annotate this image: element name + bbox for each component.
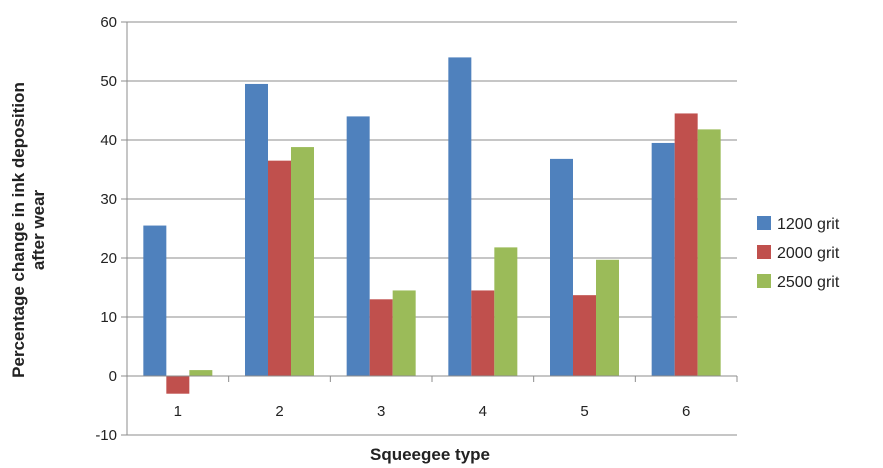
y-tick-label: 50: [100, 73, 117, 90]
y-tick-label: 20: [100, 250, 117, 267]
legend-label: 2500 grit: [777, 274, 840, 291]
x-tick-label: 6: [682, 403, 690, 420]
bar-1200-grit-type-3: [347, 116, 370, 376]
bar-2000-grit-type-5: [573, 295, 596, 376]
bar-1200-grit-type-5: [550, 159, 573, 376]
y-tick-label: 60: [100, 14, 117, 31]
y-tick-label: -10: [95, 427, 117, 444]
bar-2500-grit-type-5: [596, 260, 619, 376]
legend-swatch: [757, 274, 771, 288]
bar-2000-grit-type-4: [471, 290, 494, 376]
bar-2500-grit-type-6: [698, 129, 721, 376]
bar-2500-grit-type-4: [494, 247, 517, 376]
y-axis-title-line-1: Percentage change in ink deposition: [9, 82, 28, 378]
bars: [143, 57, 720, 393]
legend-label: 2000 grit: [777, 245, 840, 262]
bar-1200-grit-type-4: [448, 57, 471, 376]
bar-2000-grit-type-2: [268, 161, 291, 376]
legend-swatch: [757, 245, 771, 259]
bar-2000-grit-type-6: [675, 113, 698, 376]
x-tick-label: 4: [479, 403, 487, 420]
bar-1200-grit-type-6: [652, 143, 675, 376]
legend-label: 1200 grit: [777, 216, 840, 233]
y-tick-label: 30: [100, 191, 117, 208]
bar-2000-grit-type-3: [370, 299, 393, 376]
y-tick-label: 0: [109, 368, 117, 385]
x-tick-labels: 1 2 3 4 5 6: [174, 403, 691, 420]
y-tick-label: 10: [100, 309, 117, 326]
y-axis-title-line-2: after wear: [29, 189, 48, 270]
x-tick-label: 3: [377, 403, 385, 420]
legend: 1200 grit 2000 grit 2500 grit: [757, 216, 840, 291]
bar-2500-grit-type-1: [189, 370, 212, 376]
axes: [127, 22, 737, 435]
y-tick-label: 40: [100, 132, 117, 149]
x-axis-title: Squeegee type: [370, 445, 490, 464]
bar-2500-grit-type-3: [393, 290, 416, 376]
x-tick-label: 5: [580, 403, 588, 420]
y-axis-title: Percentage change in ink deposition afte…: [9, 82, 48, 378]
legend-swatch: [757, 216, 771, 230]
bar-2500-grit-type-2: [291, 147, 314, 376]
bar-2000-grit-type-1: [166, 376, 189, 394]
bar-1200-grit-type-1: [143, 226, 166, 376]
y-tick-labels: -10 0 10 20 30 40 50 60: [95, 14, 117, 444]
x-tick-label: 2: [275, 403, 283, 420]
x-tick-label: 1: [174, 403, 182, 420]
bar-1200-grit-type-2: [245, 84, 268, 376]
gridlines: [121, 22, 737, 435]
